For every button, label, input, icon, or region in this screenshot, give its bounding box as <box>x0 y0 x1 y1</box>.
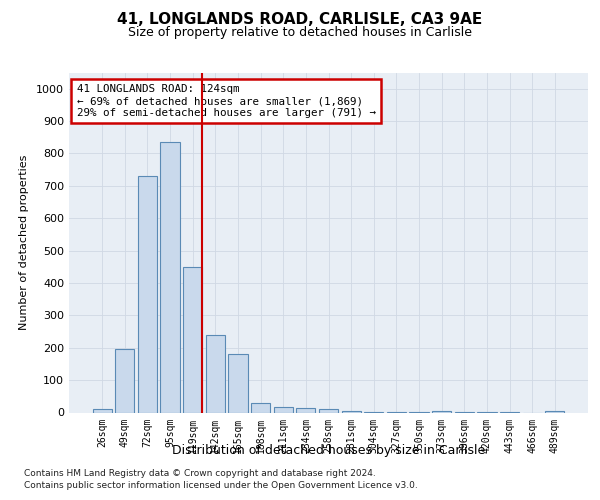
Text: Size of property relative to detached houses in Carlisle: Size of property relative to detached ho… <box>128 26 472 39</box>
Bar <box>115 350 134 412</box>
Bar <box>319 408 338 412</box>
Bar <box>274 406 293 412</box>
Bar <box>92 408 112 412</box>
Text: Distribution of detached houses by size in Carlisle: Distribution of detached houses by size … <box>172 444 485 457</box>
Text: 41, LONGLANDS ROAD, CARLISLE, CA3 9AE: 41, LONGLANDS ROAD, CARLISLE, CA3 9AE <box>118 12 482 28</box>
Bar <box>545 411 565 412</box>
Bar <box>229 354 248 412</box>
Text: Contains public sector information licensed under the Open Government Licence v3: Contains public sector information licen… <box>24 481 418 490</box>
Bar <box>206 335 225 412</box>
Bar <box>138 176 157 412</box>
Bar <box>251 403 270 412</box>
Bar <box>160 142 180 412</box>
Bar <box>341 411 361 412</box>
Bar <box>296 408 316 412</box>
Text: Contains HM Land Registry data © Crown copyright and database right 2024.: Contains HM Land Registry data © Crown c… <box>24 469 376 478</box>
Y-axis label: Number of detached properties: Number of detached properties <box>19 155 29 330</box>
Text: 41 LONGLANDS ROAD: 124sqm
← 69% of detached houses are smaller (1,869)
29% of se: 41 LONGLANDS ROAD: 124sqm ← 69% of detac… <box>77 84 376 117</box>
Bar <box>183 267 202 412</box>
Bar <box>432 411 451 412</box>
